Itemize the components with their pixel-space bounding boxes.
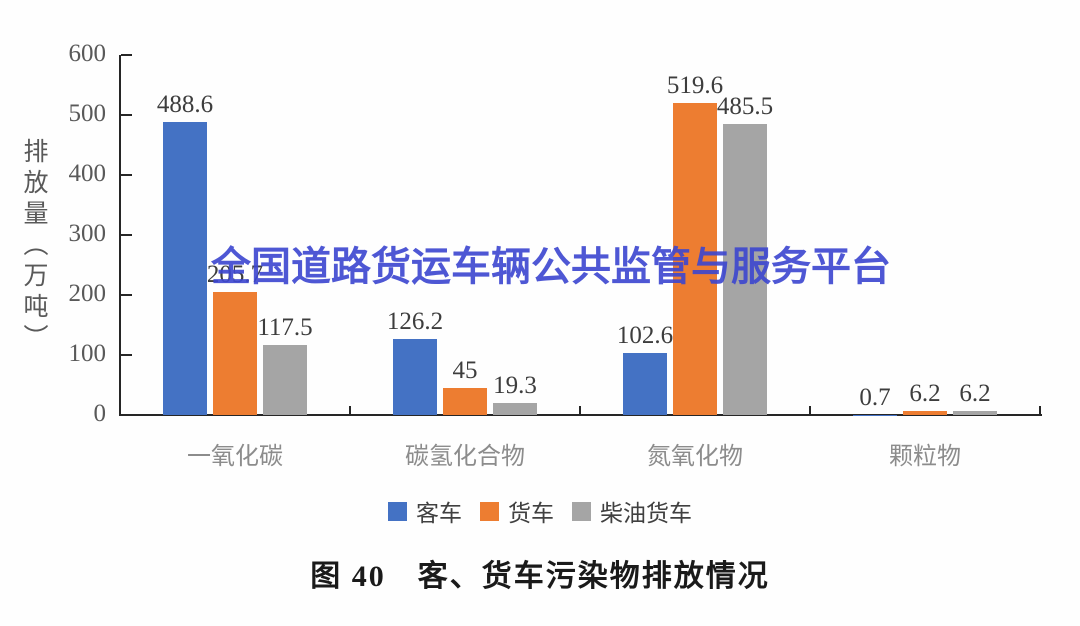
y-tick-label: 600 bbox=[68, 40, 107, 67]
y-tick-label: 300 bbox=[68, 220, 107, 247]
bar-货车-一氧化碳 bbox=[213, 291, 257, 415]
value-label: 205.7 bbox=[206, 260, 264, 288]
category-label-氮氧化物: 氮氧化物 bbox=[647, 444, 743, 470]
value-label: 126.2 bbox=[386, 308, 444, 336]
category-label-颗粒物: 颗粒物 bbox=[889, 444, 961, 470]
y-axis-tick bbox=[121, 114, 132, 116]
legend-swatch-icon bbox=[572, 501, 591, 521]
legend-item-货车: 货车 bbox=[480, 494, 554, 528]
category-label-一氧化碳: 一氧化碳 bbox=[187, 444, 283, 470]
value-label: 19.3 bbox=[493, 372, 537, 400]
y-axis-tick bbox=[121, 234, 132, 236]
legend-swatch-icon bbox=[480, 501, 499, 521]
y-axis-line bbox=[119, 55, 121, 415]
value-label: 45 bbox=[452, 357, 478, 384]
value-label: 0.7 bbox=[859, 383, 891, 411]
x-axis-tick bbox=[349, 406, 351, 415]
bar-柴油货车-一氧化碳 bbox=[263, 344, 307, 415]
y-tick-label: 400 bbox=[68, 160, 107, 187]
y-tick-label: 100 bbox=[68, 340, 107, 367]
x-axis-tick bbox=[809, 406, 811, 415]
y-tick-label: 500 bbox=[68, 100, 107, 127]
x-axis-line bbox=[119, 414, 1042, 416]
bar-客车-一氧化碳 bbox=[163, 121, 207, 415]
bar-货车-颗粒物 bbox=[903, 411, 947, 415]
y-tick-label: 200 bbox=[68, 280, 107, 307]
legend-swatch-icon bbox=[388, 501, 407, 521]
bar-货车-碳氢化合物 bbox=[443, 388, 487, 415]
y-tick-label: 0 bbox=[93, 400, 107, 427]
chart-legend: 客车 货车 柴油货车 bbox=[0, 494, 1080, 528]
x-axis-tick bbox=[579, 406, 581, 415]
legend-item-客车: 客车 bbox=[388, 494, 462, 528]
y-axis-title: 排放量（万吨） bbox=[20, 138, 47, 355]
legend-label: 客车 bbox=[416, 501, 462, 526]
bar-货车-氮氧化物 bbox=[673, 103, 717, 415]
value-label: 488.6 bbox=[156, 90, 214, 118]
bar-柴油货车-碳氢化合物 bbox=[493, 403, 537, 415]
value-label: 6.2 bbox=[959, 380, 991, 408]
bar-柴油货车-颗粒物 bbox=[953, 411, 997, 415]
bar-客车-氮氧化物 bbox=[623, 353, 667, 415]
value-label: 485.5 bbox=[716, 92, 774, 120]
value-label: 117.5 bbox=[257, 313, 313, 341]
legend-label: 货车 bbox=[508, 501, 554, 526]
x-axis-tick bbox=[1039, 406, 1041, 415]
bar-客车-碳氢化合物 bbox=[393, 339, 437, 415]
bar-柴油货车-氮氧化物 bbox=[723, 123, 767, 415]
y-axis-tick bbox=[121, 174, 132, 176]
legend-label: 柴油货车 bbox=[600, 501, 692, 526]
y-axis-tick bbox=[121, 54, 132, 56]
value-label: 102.6 bbox=[616, 322, 674, 350]
legend-item-柴油货车: 柴油货车 bbox=[572, 494, 692, 528]
value-label: 6.2 bbox=[909, 380, 941, 408]
y-axis-tick bbox=[121, 354, 132, 356]
value-label: 519.6 bbox=[666, 72, 724, 100]
category-label-碳氢化合物: 碳氢化合物 bbox=[405, 444, 525, 470]
watermark-text: 全国道路货运车辆公共监管与服务平台 bbox=[211, 245, 891, 289]
figure-caption: 图 40 客、货车污染物排放情况 bbox=[310, 560, 770, 593]
y-axis-tick bbox=[121, 294, 132, 296]
